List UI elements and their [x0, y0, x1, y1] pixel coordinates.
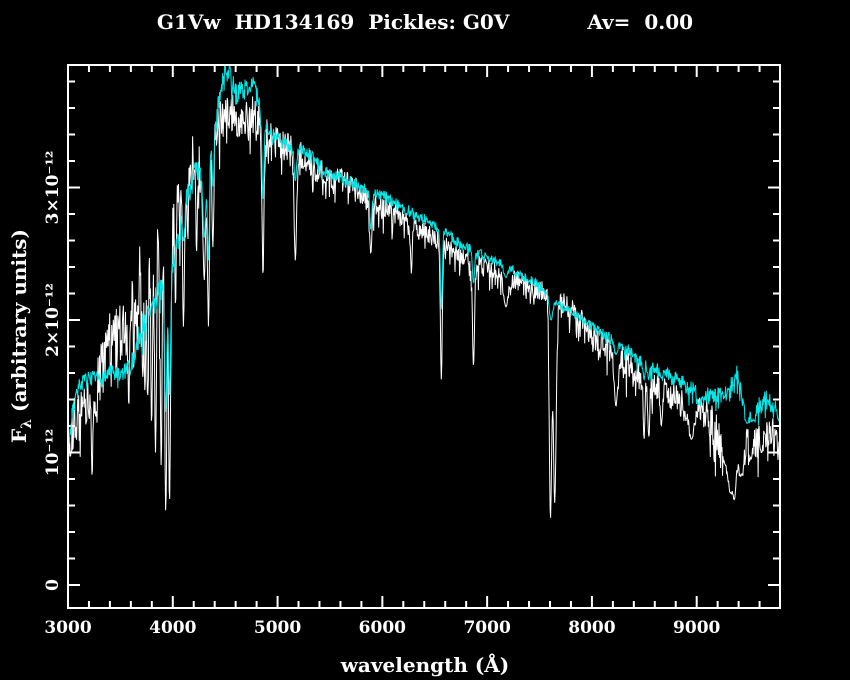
x-tick-label: 3000 [44, 618, 91, 638]
plot-title: G1Vw HD134169 Pickles: G0V Av= 0.00 [0, 10, 850, 34]
y-tick-label: 0 [43, 579, 63, 591]
plot-frame [67, 64, 781, 609]
x-tick-label: 9000 [673, 618, 720, 638]
x-tick-label: 7000 [463, 618, 510, 638]
y-axis-title-units: (arbitrary units) [7, 228, 31, 419]
y-axis-title-subscript: λ [19, 418, 35, 429]
x-tick-label: 5000 [254, 618, 301, 638]
template-spectrum-line [69, 66, 779, 445]
y-axis-title: Fλ (arbitrary units) [7, 229, 35, 443]
x-tick-label: 6000 [359, 618, 406, 638]
observed-spectrum-line [69, 95, 779, 518]
x-tick-label: 4000 [149, 618, 196, 638]
title-extinction-label: Av= 0.00 [587, 10, 694, 34]
y-tick-label: 10⁻¹² [43, 429, 63, 477]
y-axis-title-symbol: F [7, 428, 31, 444]
y-tick-label: 3×10⁻¹² [43, 151, 63, 225]
x-axis-title: wavelength (Å) [340, 653, 510, 677]
title-star-label: G1Vw HD134169 Pickles: G0V [156, 10, 510, 34]
x-tick-label: 8000 [568, 618, 615, 638]
y-tick-label: 2×10⁻¹² [43, 283, 63, 357]
